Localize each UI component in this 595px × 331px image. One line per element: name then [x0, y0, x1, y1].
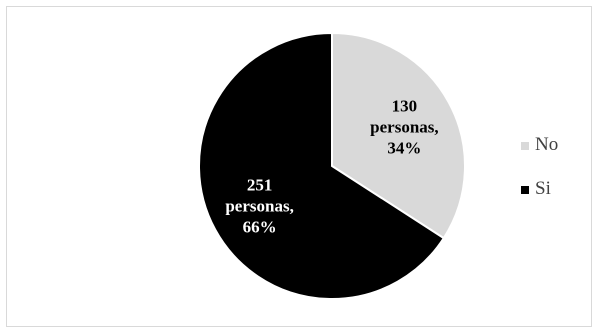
legend-swatch-no — [521, 142, 529, 150]
data-label-no: 130 personas, 34% — [370, 97, 438, 158]
data-label-si: 251 personas, 66% — [225, 175, 293, 236]
pie-slice-si — [198, 31, 446, 300]
legend-label-si: Si — [535, 178, 551, 199]
legend-swatch-si — [521, 186, 529, 194]
legend-label-no: No — [535, 134, 558, 155]
